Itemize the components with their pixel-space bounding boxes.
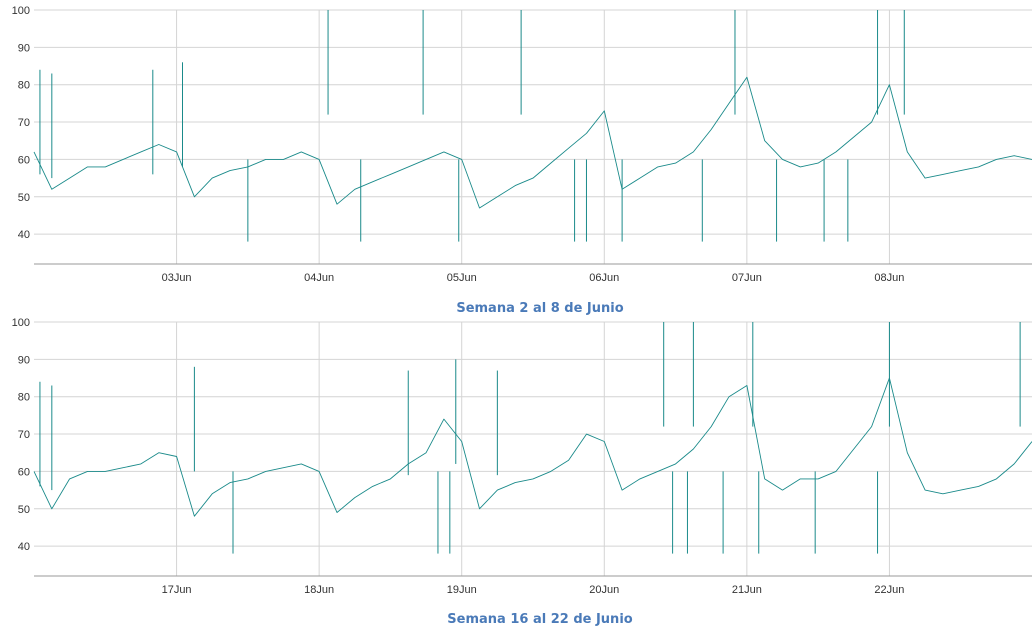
x-tick-label: 22Jun (874, 584, 904, 596)
plot-area-2 (34, 322, 1032, 576)
y-tick-label: 90 (18, 354, 30, 366)
plot-area-1 (34, 10, 1032, 264)
y-tick-label: 40 (18, 229, 30, 241)
x-tick-label: 07Jun (732, 272, 762, 284)
y-tick-label: 60 (18, 154, 30, 166)
x-grid-2 (176, 322, 890, 576)
x-tick-labels-2: 17Jun 18Jun 19Jun 20Jun 21Jun 22Jun (162, 584, 905, 596)
y-tick-label: 70 (18, 429, 30, 441)
x-grid-1 (176, 10, 890, 264)
x-tick-labels-1: 03Jun 04Jun 05Jun 06Jun 07Jun 08Jun (162, 272, 905, 284)
y-tick-label: 80 (18, 392, 30, 404)
y-tick-label: 90 (18, 42, 30, 54)
x-tick-label: 17Jun (162, 584, 192, 596)
x-tick-label: 19Jun (447, 584, 477, 596)
x-tick-label: 20Jun (589, 584, 619, 596)
y-tick-label: 50 (18, 192, 30, 204)
y-tick-label: 100 (12, 317, 30, 329)
x-tick-label: 04Jun (304, 272, 334, 284)
series-line-2 (33, 377, 1032, 517)
y-tick-labels-1: 40 50 60 70 80 90 100 (12, 5, 30, 241)
chart-week-1: 40 50 60 70 80 90 100 03Jun 04Jun 05Jun 06Jun 07Ju… (12, 5, 1032, 316)
spikes-1 (39, 10, 905, 242)
y-tick-label: 80 (18, 80, 30, 92)
y-tick-label: 100 (12, 5, 30, 17)
x-tick-label: 21Jun (732, 584, 762, 596)
x-tick-label: 05Jun (447, 272, 477, 284)
chart-title-2: Semana 16 al 22 de Junio (447, 612, 632, 627)
y-tick-label: 60 (18, 466, 30, 478)
spikes-2 (39, 322, 1021, 554)
x-tick-label: 08Jun (874, 272, 904, 284)
series-line-1 (33, 76, 1032, 209)
chart-week-2: 40 50 60 70 80 90 100 17Jun 18Jun 19Jun 20Jun 21Ju… (12, 317, 1032, 627)
y-grid-1 (34, 9, 1032, 235)
y-tick-label: 40 (18, 541, 30, 553)
x-tick-label: 03Jun (162, 272, 192, 284)
x-tick-label: 18Jun (304, 584, 334, 596)
y-tick-label: 70 (18, 117, 30, 129)
y-tick-labels-2: 40 50 60 70 80 90 100 (12, 317, 30, 553)
x-tick-label: 06Jun (589, 272, 619, 284)
chart-title-1: Semana 2 al 8 de Junio (456, 301, 623, 316)
y-tick-label: 50 (18, 504, 30, 516)
